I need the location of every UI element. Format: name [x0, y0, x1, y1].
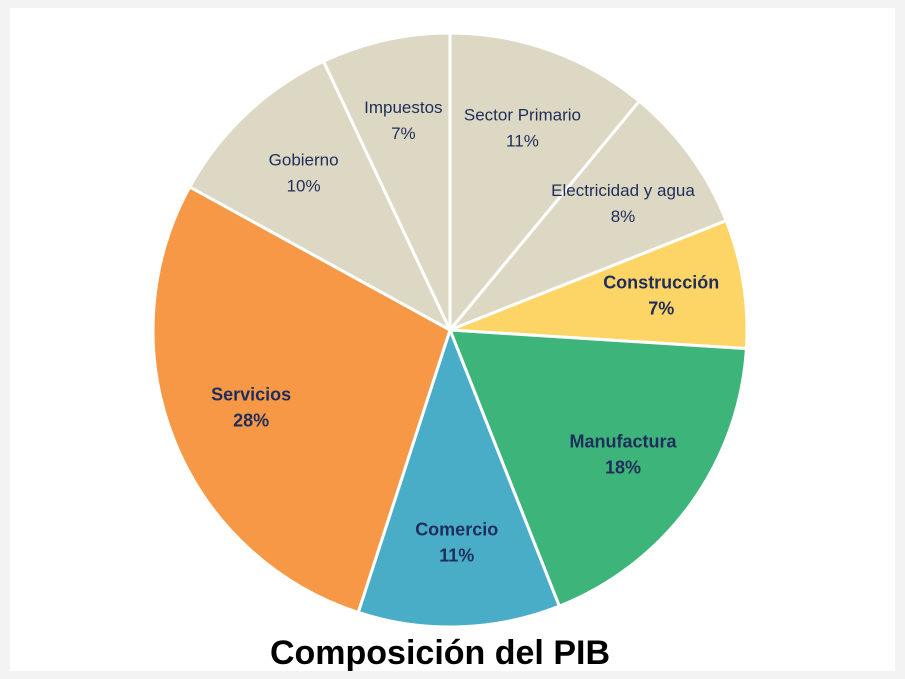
- slice-value-label: 11%: [439, 545, 474, 565]
- pie-slice: [187, 59, 454, 334]
- chart-title: Composición del PIB: [270, 634, 610, 672]
- slice-label: Construcción: [603, 272, 719, 292]
- slice-label: Electricidad y agua: [551, 181, 695, 200]
- pie-slice: [447, 328, 749, 609]
- pie-slice: [356, 325, 562, 629]
- pie-slice: [448, 99, 729, 332]
- slice-value-label: 28%: [233, 410, 269, 430]
- slice-label: Sector Primario: [464, 105, 581, 124]
- slice-label: Comercio: [415, 519, 498, 539]
- slice-label: Manufactura: [569, 431, 677, 451]
- slice-value-label: 11%: [506, 131, 539, 150]
- pie-slice: [449, 218, 749, 351]
- slice-value-label: 18%: [605, 457, 641, 477]
- slice-value-label: 7%: [391, 124, 416, 143]
- slice-value-label: 8%: [611, 207, 636, 226]
- pie-slice: [321, 31, 452, 331]
- slice-value-label: 10%: [287, 177, 321, 196]
- pie-slice: [151, 184, 452, 615]
- slice-label: Servicios: [211, 384, 291, 404]
- pie-slice: [448, 31, 642, 335]
- slice-label: Impuestos: [364, 98, 442, 117]
- slice-value-label: 7%: [648, 298, 674, 318]
- slice-label: Gobierno: [269, 151, 339, 170]
